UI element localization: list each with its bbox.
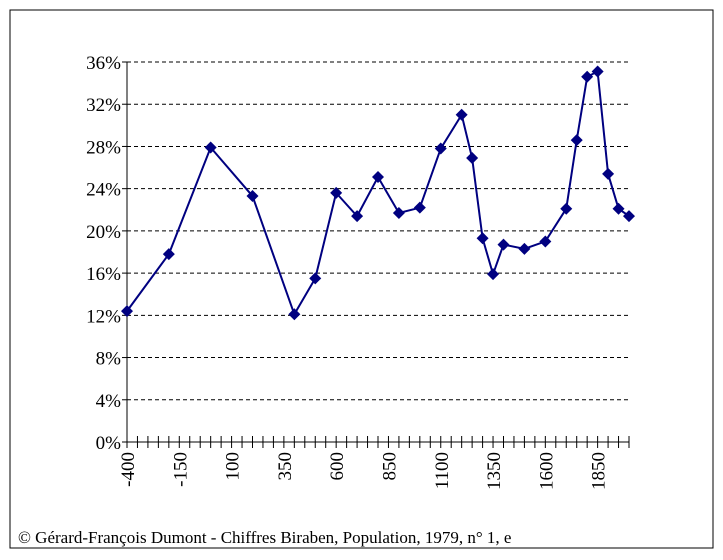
data-point: [351, 210, 364, 223]
data-point: [623, 210, 635, 223]
x-tick-label: -150: [170, 452, 191, 487]
x-tick-label: -400: [118, 452, 139, 487]
data-point: [581, 70, 594, 83]
data-point: [570, 134, 583, 147]
y-tick-label: 28%: [86, 137, 121, 158]
data-point: [612, 202, 625, 215]
data-point: [455, 108, 468, 121]
data-point: [288, 308, 301, 321]
data-point: [560, 202, 573, 215]
data-point: [413, 201, 426, 214]
data-point: [162, 248, 175, 261]
y-tick-label: 12%: [86, 306, 121, 327]
x-tick-label: 850: [379, 452, 400, 481]
x-tick-label: 1850: [589, 452, 610, 490]
data-point: [121, 305, 133, 318]
data-point: [591, 65, 604, 78]
data-point: [476, 232, 489, 245]
y-tick-label: 20%: [86, 222, 121, 243]
data-point: [204, 141, 217, 154]
y-tick-label: 24%: [86, 180, 121, 201]
data-point: [487, 268, 500, 281]
data-point: [602, 167, 615, 180]
y-tick-label: 16%: [86, 264, 121, 285]
data-point: [372, 171, 384, 184]
footer: © Gérard-François Dumont - Chiffres Bira…: [18, 528, 511, 547]
y-tick-label: 36%: [86, 53, 121, 74]
data-point: [309, 272, 322, 285]
x-tick-label: 1100: [432, 452, 453, 489]
data-point: [466, 152, 479, 165]
y-tick-label: 0%: [96, 433, 122, 454]
data-point: [246, 190, 259, 203]
data-point: [392, 206, 405, 219]
x-tick-label: 100: [223, 452, 244, 481]
y-tick-label: 4%: [96, 391, 122, 412]
x-tick-label: 1350: [484, 452, 505, 490]
x-tick-label: 350: [275, 452, 296, 481]
data-point: [539, 235, 552, 248]
frame: [9, 9, 714, 549]
data-point: [434, 142, 447, 155]
series-line: [126, 69, 630, 317]
y-tick-label: 32%: [86, 95, 121, 116]
x-tick-label: 1600: [536, 452, 557, 490]
data-point: [518, 242, 531, 255]
y-tick-label: 8%: [96, 349, 122, 370]
data-point: [497, 238, 510, 251]
x-tick-label: 600: [327, 452, 348, 481]
data-point: [330, 186, 343, 199]
